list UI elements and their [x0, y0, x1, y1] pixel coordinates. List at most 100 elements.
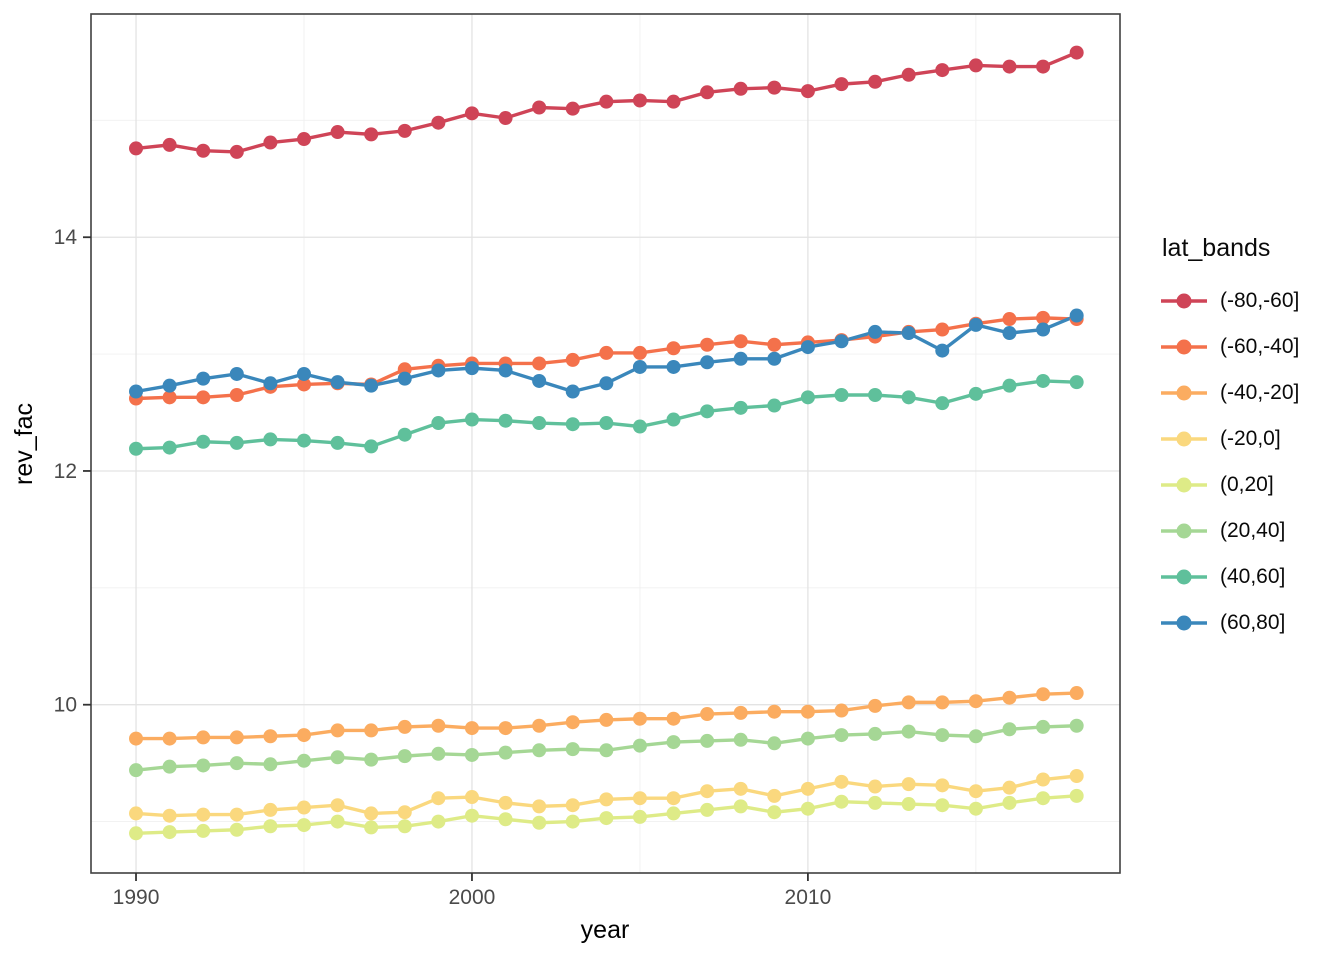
- data-point: [700, 784, 715, 799]
- legend-item: (-40,-20]: [1160, 370, 1299, 416]
- data-point: [733, 781, 748, 796]
- data-point: [129, 384, 144, 399]
- data-point: [800, 731, 815, 746]
- data-point: [1002, 378, 1017, 393]
- data-point: [901, 326, 916, 341]
- data-point: [599, 345, 614, 360]
- data-point: [196, 143, 211, 158]
- data-point: [129, 806, 144, 821]
- data-point: [263, 757, 278, 772]
- data-point: [733, 334, 748, 349]
- data-point: [733, 799, 748, 814]
- data-point: [397, 427, 412, 442]
- data-point: [330, 798, 345, 813]
- data-point: [901, 390, 916, 405]
- data-point: [800, 390, 815, 405]
- data-point: [263, 729, 278, 744]
- legend-item: (-80,-60]: [1160, 278, 1299, 324]
- data-point: [229, 387, 244, 402]
- data-point: [868, 324, 883, 339]
- data-point: [498, 812, 513, 827]
- data-point: [632, 419, 647, 434]
- data-point: [834, 387, 849, 402]
- data-point: [1036, 772, 1051, 787]
- data-point: [364, 806, 379, 821]
- data-point: [632, 345, 647, 360]
- x-tick-label: 2010: [785, 886, 832, 909]
- data-point: [1036, 59, 1051, 74]
- data-point: [162, 440, 177, 455]
- data-point: [666, 341, 681, 356]
- data-point: [1036, 719, 1051, 734]
- data-point: [1002, 690, 1017, 705]
- legend-items: (-80,-60] (-60,-40] (-40,-20] (-20,0] (0,20]…: [1160, 278, 1299, 646]
- data-point: [162, 378, 177, 393]
- data-point: [565, 384, 580, 399]
- data-point: [800, 704, 815, 719]
- data-point: [464, 361, 479, 376]
- data-point: [229, 822, 244, 837]
- data-point: [330, 125, 345, 140]
- data-point: [901, 777, 916, 792]
- data-point: [868, 74, 883, 89]
- data-point: [868, 698, 883, 713]
- data-point: [498, 413, 513, 428]
- data-point: [666, 711, 681, 726]
- data-point: [666, 412, 681, 427]
- legend-item: (-20,0]: [1160, 416, 1299, 462]
- data-point: [733, 81, 748, 96]
- data-point: [196, 434, 211, 449]
- data-point: [1036, 687, 1051, 702]
- data-point: [565, 742, 580, 757]
- data-point: [968, 386, 983, 401]
- data-point: [464, 747, 479, 762]
- y-tick-label: 10: [54, 694, 77, 717]
- data-point: [632, 711, 647, 726]
- data-point: [1069, 375, 1084, 390]
- data-point: [330, 435, 345, 450]
- data-point: [565, 814, 580, 829]
- data-point: [498, 111, 513, 126]
- data-point: [700, 707, 715, 722]
- data-point: [1036, 791, 1051, 806]
- data-point: [599, 743, 614, 758]
- data-point: [767, 351, 782, 366]
- data-point: [632, 359, 647, 374]
- data-point: [1069, 686, 1084, 701]
- data-point: [935, 322, 950, 337]
- data-point: [364, 439, 379, 454]
- data-point: [599, 416, 614, 431]
- data-point: [1002, 780, 1017, 795]
- data-point: [464, 106, 479, 121]
- legend-key-icon: [1161, 477, 1207, 493]
- data-point: [364, 378, 379, 393]
- data-point: [968, 729, 983, 744]
- data-point: [935, 728, 950, 743]
- data-point: [162, 137, 177, 152]
- data-point: [296, 377, 311, 392]
- data-point: [431, 363, 446, 378]
- legend-item: (40,60]: [1160, 554, 1299, 600]
- data-point: [599, 792, 614, 807]
- data-point: [196, 823, 211, 838]
- data-point: [767, 80, 782, 95]
- data-point: [565, 352, 580, 367]
- data-point: [733, 705, 748, 720]
- data-point: [901, 724, 916, 739]
- data-point: [1036, 373, 1051, 388]
- data-point: [1002, 312, 1017, 327]
- data-point: [901, 67, 916, 82]
- data-point: [800, 84, 815, 99]
- data-point: [666, 806, 681, 821]
- data-point: [1069, 788, 1084, 803]
- x-tick-label: 2000: [449, 886, 496, 909]
- data-point: [162, 825, 177, 840]
- data-point: [868, 795, 883, 810]
- data-point: [129, 826, 144, 841]
- data-point: [666, 359, 681, 374]
- data-point: [431, 791, 446, 806]
- data-point: [1002, 326, 1017, 341]
- data-point: [968, 784, 983, 799]
- data-point: [565, 715, 580, 730]
